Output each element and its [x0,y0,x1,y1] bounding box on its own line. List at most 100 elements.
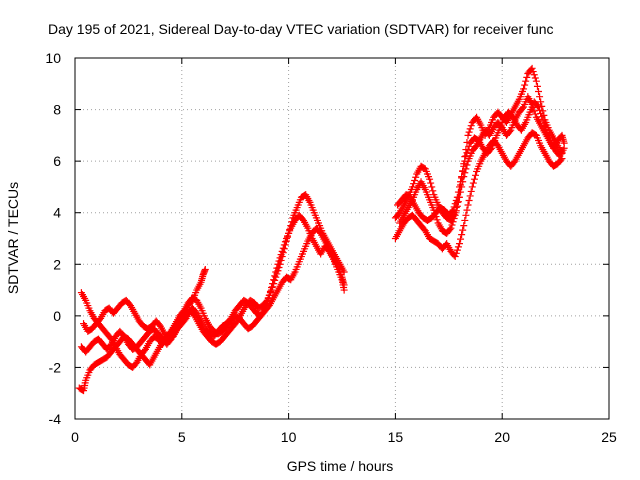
axis-ticks: 0 5 10 15 20 25 -4 -2 0 2 4 6 8 10 [45,50,617,445]
data-point [464,201,472,209]
series-track-d [77,211,348,356]
data-point [531,110,539,118]
data-point [455,240,463,248]
x-tick-label: 5 [178,429,186,445]
data-point [465,196,473,204]
data-point [280,241,288,249]
data-point [454,198,462,206]
data-point [470,175,478,183]
data-point [432,213,440,221]
data-point [529,104,537,112]
x-tick-label: 10 [281,429,297,445]
data-point [433,216,441,224]
data-point [273,264,281,272]
data-point [520,85,528,93]
data-point [466,125,474,133]
data-point [533,102,541,110]
data-point [518,104,526,112]
y-tick-label: 8 [53,102,61,118]
x-tick-label: 15 [388,429,404,445]
data-point [447,224,455,232]
data-point [463,206,471,214]
data-point [538,113,546,121]
y-tick-label: -4 [49,411,62,427]
data-point [410,180,418,188]
data-point [522,77,530,85]
data-point [458,183,466,191]
data-point [457,235,465,243]
data-point [187,298,195,306]
data-point [531,74,539,82]
data-point [274,260,282,268]
data-point [462,211,470,219]
x-axis-label: GPS time / hours [287,458,394,474]
data-point [463,161,471,169]
x-tick-label: 0 [71,429,79,445]
data-point [426,175,434,183]
data-point [536,106,544,114]
data-point [340,281,348,289]
data-point [463,138,471,146]
data-point [266,287,274,295]
data-point [462,165,470,173]
data-point [408,183,416,191]
series-track-h [396,93,568,237]
data-point [530,71,538,79]
data-point [528,64,536,72]
data-point [521,81,529,89]
data-point [455,193,463,201]
data-point [465,128,473,136]
data-point [461,216,469,224]
y-tick-label: -2 [49,359,62,375]
data-point [466,192,474,200]
y-axis-label: SDTVAR / TECUs [5,182,21,294]
data-point [533,82,541,90]
data-point [427,179,435,187]
data-point [276,254,284,262]
data-point [523,73,531,81]
data-point [265,291,273,299]
data-point [458,231,466,239]
data-point [271,272,279,280]
data-point [469,179,477,187]
data-point [537,109,545,117]
data-point [431,209,439,217]
data-point [262,301,270,309]
data-point [460,222,468,230]
data-point [281,238,289,246]
data-point [411,176,419,184]
data-point [461,169,469,177]
y-tick-label: 0 [53,308,61,324]
data-point [537,98,545,106]
data-point [261,304,269,312]
y-tick-label: 6 [53,153,61,169]
x-tick-label: 20 [494,429,510,445]
y-tick-label: 4 [53,205,61,221]
data-point [467,122,475,130]
data-point [472,171,479,179]
data-point [450,215,458,223]
data-point [460,173,468,181]
data-point [538,102,546,110]
data-point [463,149,471,157]
data-point [454,243,462,251]
data-point [412,173,420,181]
data-point [506,127,514,135]
data-point [448,207,456,215]
data-point [277,251,285,259]
data-point [450,203,458,211]
data-point [269,280,277,288]
data-point [275,257,283,265]
x-tick-label: 25 [601,429,617,445]
data-point [529,68,537,76]
data-point [452,207,460,215]
data-point [451,253,459,261]
data-point [448,221,456,229]
data-point [457,188,465,196]
data-point [465,142,473,150]
data-point [530,107,538,115]
data-point [279,244,287,252]
data-point [264,294,272,302]
